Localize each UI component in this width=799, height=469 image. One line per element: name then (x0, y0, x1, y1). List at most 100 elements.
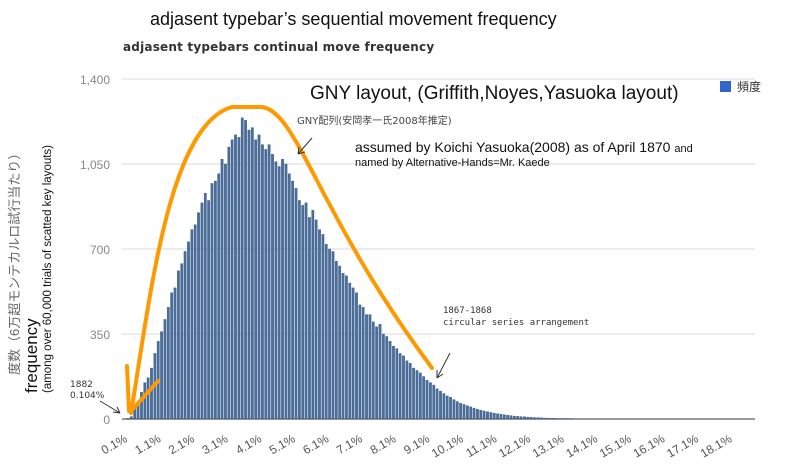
circular-label: circular series arrangement (443, 318, 590, 328)
bar (459, 403, 462, 420)
bar (516, 416, 520, 420)
bar (298, 200, 301, 420)
bar (388, 341, 392, 420)
bar (489, 412, 493, 420)
bar (405, 360, 409, 420)
n1882-pointer-arrow (99, 400, 121, 414)
bar (402, 355, 405, 420)
bar (486, 411, 489, 420)
bar (328, 248, 331, 420)
bar (304, 202, 308, 420)
n1882-value: 0.104% (70, 391, 105, 401)
x-tick-label: 6.1% (300, 431, 331, 457)
bar (126, 418, 130, 420)
bar (499, 413, 503, 420)
bar (462, 404, 466, 420)
bar (281, 158, 284, 420)
x-tick-label: 11.1% (463, 431, 499, 460)
x-tick-label: 4.1% (233, 431, 264, 457)
bar (392, 345, 395, 420)
bar (331, 251, 335, 420)
x-tick-label: 7.1% (334, 431, 365, 457)
bar (177, 270, 180, 420)
bar (224, 163, 227, 420)
bar (553, 418, 557, 420)
bar (160, 331, 163, 420)
bar (341, 273, 345, 420)
bar (274, 161, 278, 420)
bar (234, 134, 237, 420)
bar (314, 219, 318, 420)
circular-pointer-arrow (436, 352, 451, 379)
bar (190, 229, 194, 420)
n1882-annotation: 1882 0.104% (70, 380, 104, 402)
bar (197, 212, 200, 420)
bar (412, 367, 415, 420)
bar (244, 120, 247, 420)
bar (257, 134, 261, 420)
bar (187, 241, 190, 420)
chart-title: adjasent typebars continual move frequen… (123, 40, 435, 54)
x-tick-label: 5.1% (267, 431, 298, 457)
y-tick-label: 350 (90, 328, 110, 342)
bar (247, 129, 251, 420)
bar (351, 287, 355, 420)
bar (368, 314, 372, 420)
top-title: adjasent typebar’s sequential movement f… (150, 9, 557, 29)
bar (476, 409, 479, 420)
bar (422, 376, 426, 420)
bar (146, 377, 150, 420)
bar (193, 224, 197, 420)
x-tick-label: 3.1% (200, 431, 231, 457)
bar (506, 414, 510, 420)
bar (308, 217, 311, 420)
bar (287, 173, 291, 420)
bar (479, 410, 483, 420)
bar (207, 200, 210, 420)
bar (250, 127, 254, 420)
assumed-note: assumed by Koichi Yasuoka(2008) as of Ap… (355, 139, 693, 155)
bar (429, 382, 432, 420)
bar (469, 406, 473, 420)
bar (321, 234, 325, 420)
bar (240, 117, 244, 420)
bar (210, 183, 214, 420)
x-tick-label: 0.1% (99, 431, 130, 457)
bar (214, 180, 217, 420)
bar (264, 149, 268, 420)
bar (425, 379, 429, 420)
x-tick-label: 8.1% (368, 431, 399, 457)
legend: 頻度 (720, 78, 761, 95)
bar (183, 251, 187, 420)
bar (408, 362, 412, 420)
bar (449, 396, 452, 420)
y-tick-label: 700 (90, 243, 110, 257)
bar (230, 139, 234, 420)
bar (539, 417, 543, 420)
bar (382, 333, 385, 420)
bar (170, 292, 174, 420)
bar (200, 202, 204, 420)
bar (482, 410, 486, 420)
bar (163, 319, 167, 420)
y-tick-label: 1,050 (80, 158, 110, 172)
bar (536, 417, 540, 420)
bar (291, 180, 294, 420)
bar (546, 417, 550, 420)
assumed-text: assumed by Koichi Yasuoka(2008) as of Ap… (355, 139, 671, 155)
bar (415, 370, 419, 420)
bar (361, 307, 365, 420)
bar (227, 146, 231, 420)
bar (277, 166, 281, 420)
y-axis-label-jp: 度数（6万超モンテカルロ試行当たり） (7, 146, 22, 375)
bar (502, 414, 506, 420)
bar (375, 326, 378, 420)
x-tick-label: 14.1% (563, 431, 600, 460)
bar (513, 415, 516, 420)
assumed-and: and (674, 143, 693, 155)
bar (523, 416, 526, 420)
x-tick-label: 15.1% (597, 431, 634, 460)
gny-layout-annotation: GNY layout, (Griffith,Noyes,Yasuoka layo… (310, 83, 679, 104)
y-tick-label: 1,400 (80, 73, 110, 87)
